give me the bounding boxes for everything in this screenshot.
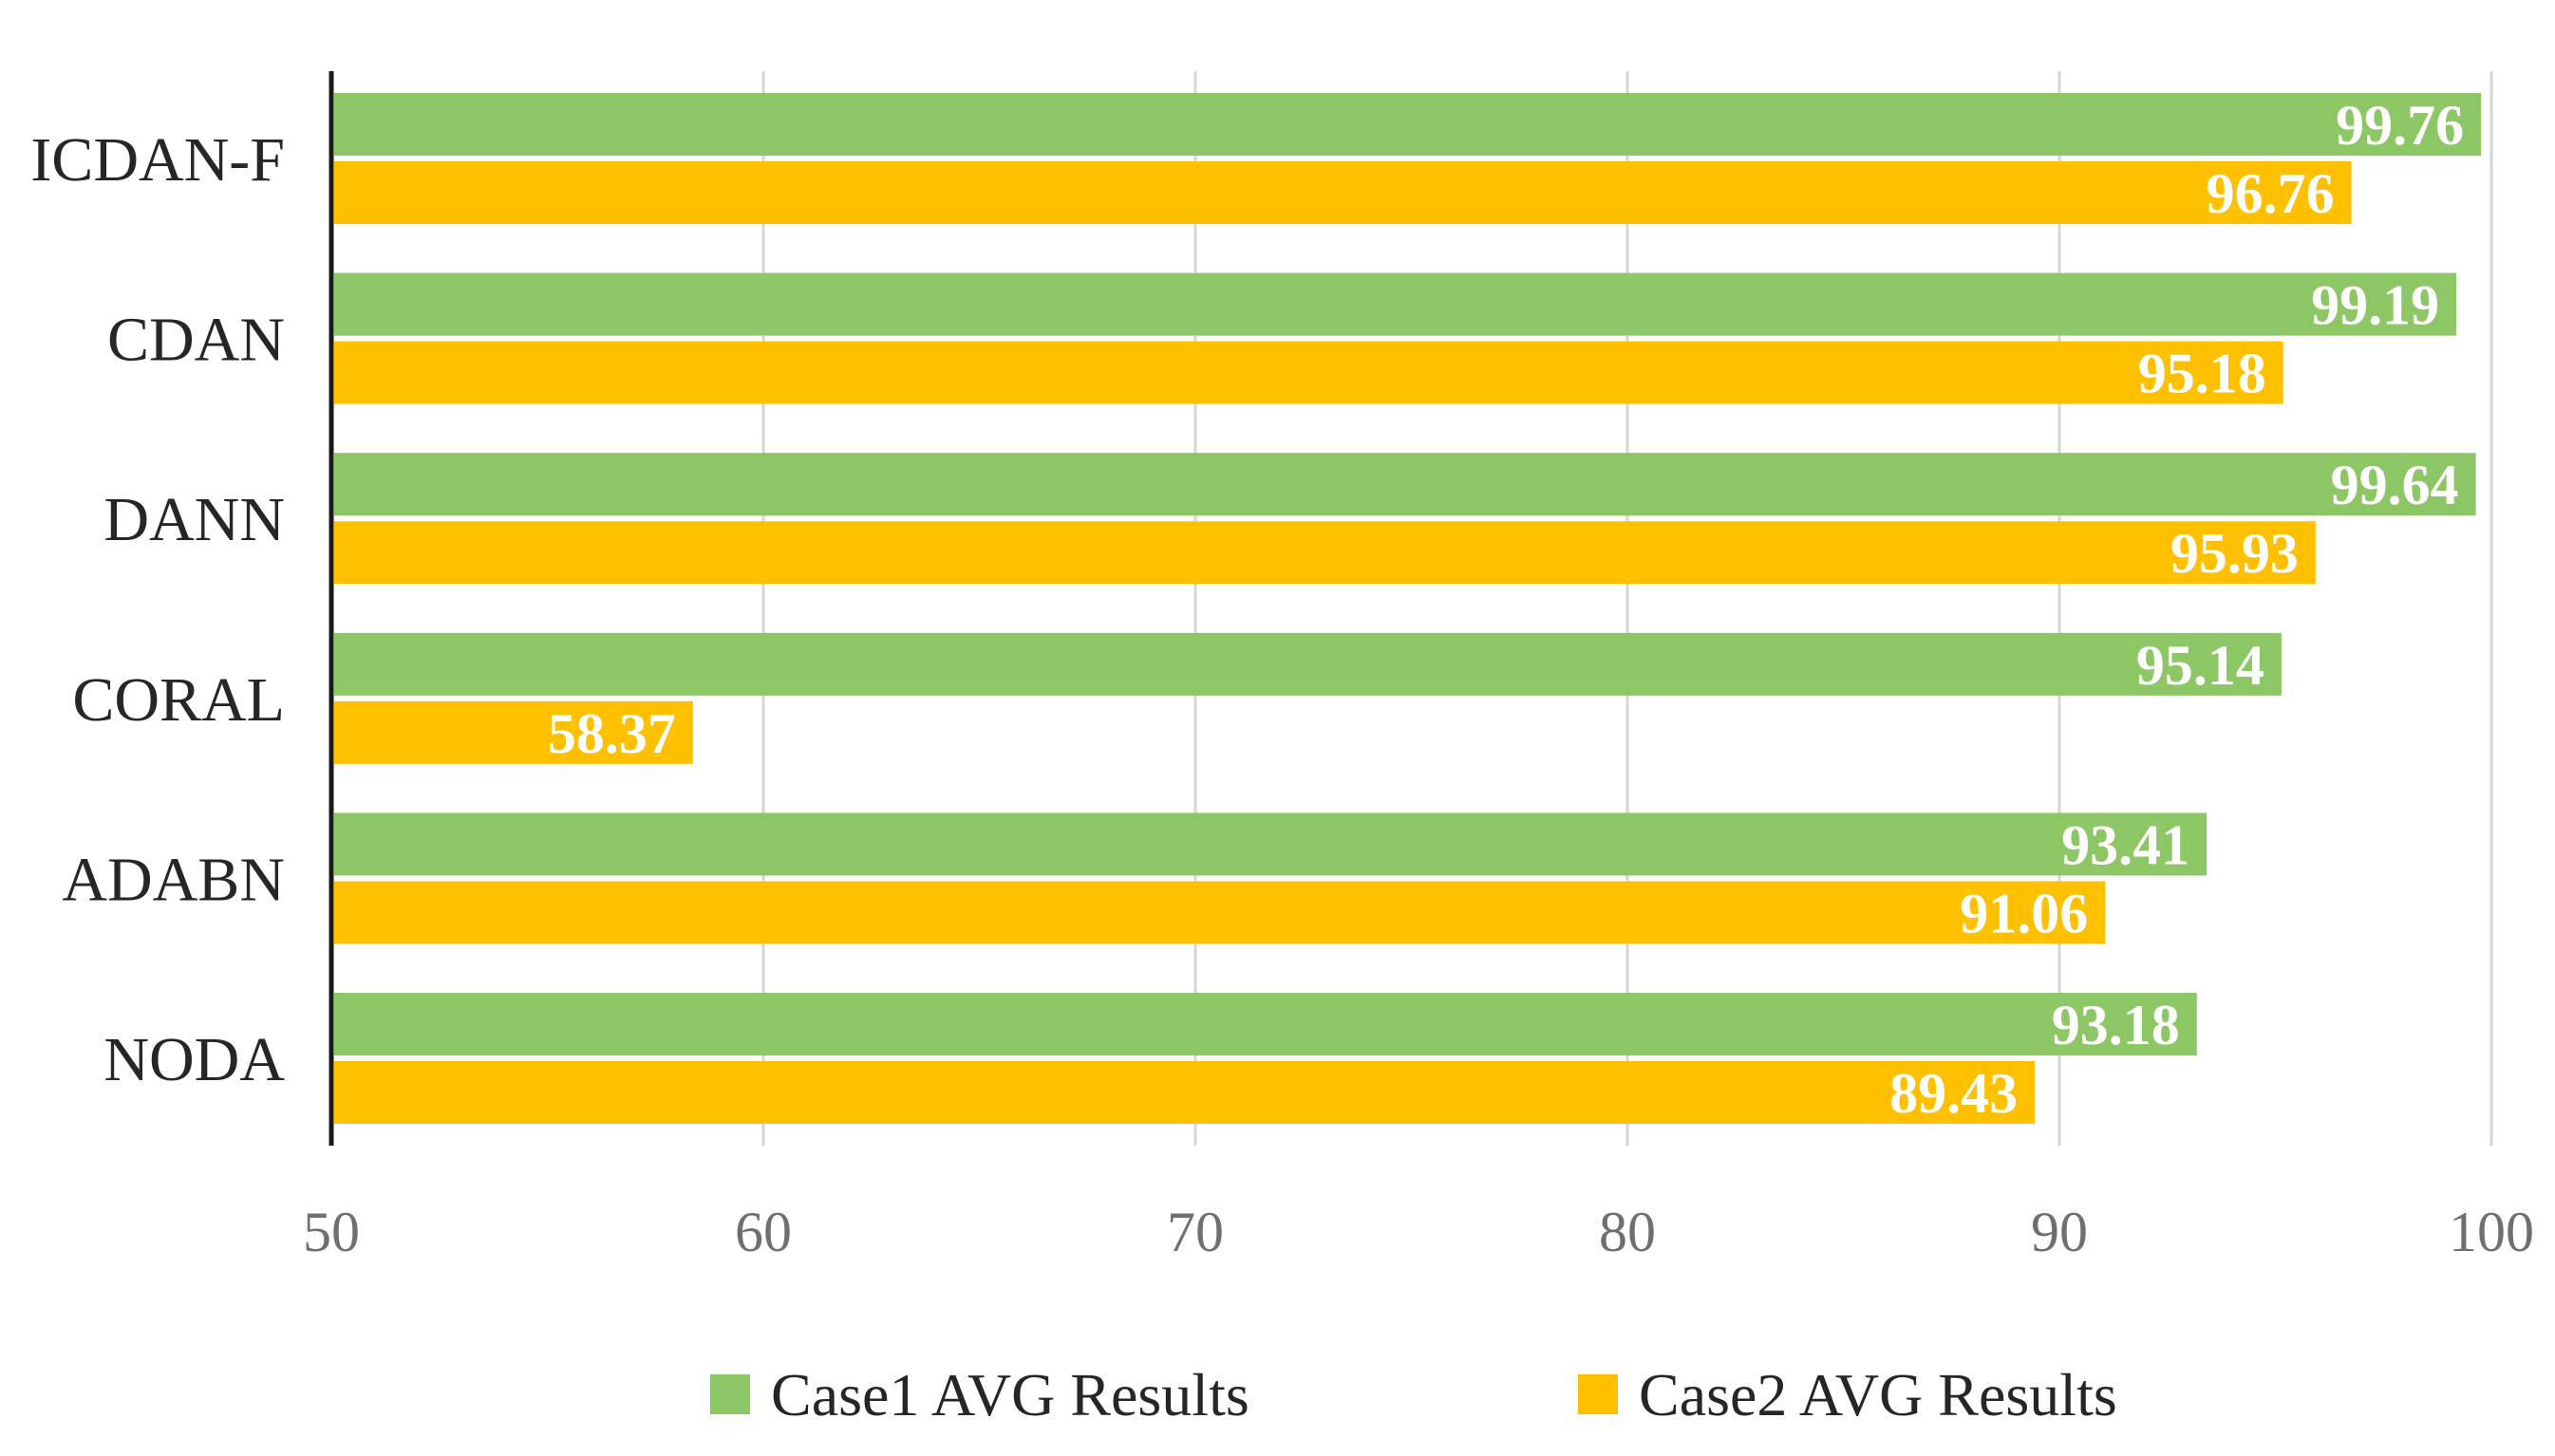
bar-case2-noda — [334, 1061, 2036, 1124]
category-label-icdan-f: ICDAN-F — [30, 125, 285, 195]
category-labels: ICDAN-F CDAN DANN CORAL ADABN NODA — [30, 125, 285, 1094]
category-label-dann: DANN — [103, 485, 285, 554]
x-tick-label: 70 — [1167, 1201, 1224, 1263]
data-label: 93.41 — [2061, 813, 2189, 876]
grid-lines — [761, 71, 2493, 1146]
data-label: 95.14 — [2136, 634, 2264, 697]
bar-case1-icdan-f — [334, 93, 2482, 156]
category-label-coral: CORAL — [72, 665, 285, 735]
legend: Case1 AVG Results Case2 AVG Results — [710, 1361, 2117, 1428]
data-label: 99.64 — [2331, 454, 2459, 516]
data-label: 95.93 — [2170, 522, 2299, 585]
x-axis-ticks: 50 60 70 80 90 100 — [303, 1201, 2534, 1263]
category-label-noda: NODA — [103, 1025, 285, 1094]
data-label: 91.06 — [1960, 882, 2088, 944]
legend-label-case1: Case1 AVG Results — [771, 1361, 1249, 1428]
category-label-cdan: CDAN — [107, 306, 285, 375]
data-label: 93.18 — [2052, 994, 2180, 1056]
data-label: 89.43 — [1889, 1062, 2018, 1125]
data-label: 99.19 — [2311, 274, 2439, 337]
legend-label-case2: Case2 AVG Results — [1639, 1361, 2117, 1428]
x-tick-label: 100 — [2449, 1201, 2534, 1263]
bar-case1-adabn — [334, 812, 2207, 876]
data-label: 58.37 — [548, 702, 676, 765]
bars — [334, 93, 2482, 1124]
data-label: 99.76 — [2336, 94, 2464, 157]
x-tick-label: 90 — [2031, 1201, 2088, 1263]
bar-case1-noda — [334, 993, 2197, 1055]
bar-case1-cdan — [334, 272, 2457, 336]
legend-swatch-case1 — [710, 1374, 750, 1414]
bar-case2-dann — [334, 521, 2316, 585]
x-tick-label: 50 — [303, 1201, 360, 1263]
x-tick-label: 80 — [1599, 1201, 1656, 1263]
legend-swatch-case2 — [1578, 1374, 1618, 1414]
bar-case1-dann — [334, 453, 2476, 516]
data-label: 96.76 — [2207, 162, 2335, 225]
bar-case2-adabn — [334, 881, 2106, 944]
bar-case2-cdan — [334, 341, 2283, 404]
bar-case1-coral — [334, 632, 2282, 696]
bar-case2-icdan-f — [334, 161, 2352, 224]
x-tick-label: 60 — [735, 1201, 792, 1263]
data-label: 95.18 — [2138, 343, 2266, 405]
bar-case2-coral — [334, 700, 693, 764]
category-label-adabn: ADABN — [62, 845, 285, 914]
